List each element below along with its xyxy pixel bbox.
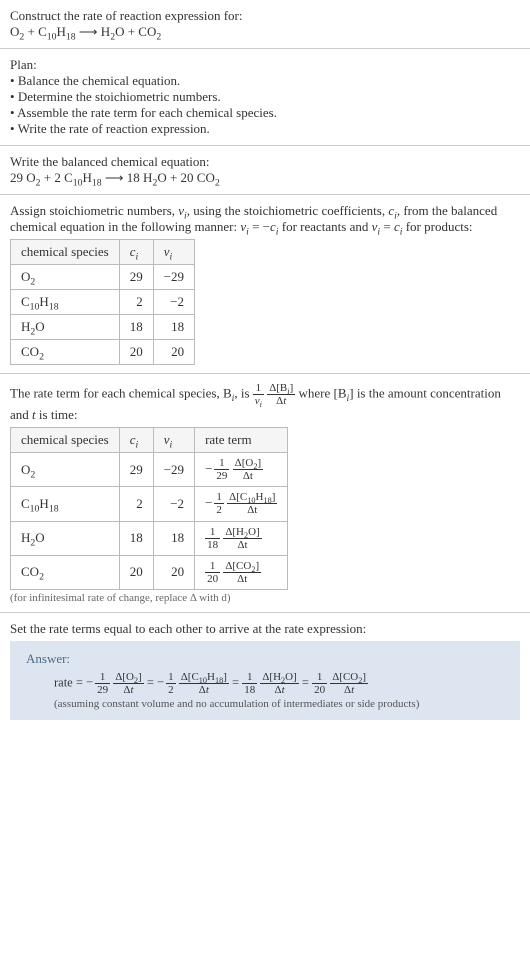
header-title: Construct the rate of reaction expressio… [10,8,520,24]
plan-section: Plan: • Balance the chemical equation. •… [0,49,530,146]
sign: − [205,461,212,476]
balanced-section: Write the balanced chemical equation: 29… [0,146,530,195]
table-row: CO2 20 20 120 Δ[CO2]Δt [11,555,288,589]
table-header: νi [153,428,194,453]
stoich-table: chemical species ci νi O2 29 −29 C10H18 … [10,239,195,365]
answer-footnote: (assuming constant volume and no accumul… [54,698,504,710]
rate-terms-intro: The rate term for each chemical species,… [10,382,520,423]
plan-item-text: Assemble the rate term for each chemical… [17,105,277,120]
c-cell: 29 [119,453,153,487]
table-header: chemical species [11,240,120,265]
v-cell: 18 [153,315,194,340]
header-equation: O2 + C10H18 ⟶ H2O + CO2 [10,24,520,40]
c-cell: 18 [119,315,153,340]
plan-item: • Write the rate of reaction expression. [10,121,520,137]
plan-item: • Assemble the rate term for each chemic… [10,105,520,121]
v-cell: −2 [153,290,194,315]
species-cell: O2 [11,453,120,487]
plan-item: • Determine the stoichiometric numbers. [10,89,520,105]
table-header: ci [119,240,153,265]
c-cell: 20 [119,340,153,365]
rate-terms-footnote: (for infinitesimal rate of change, repla… [10,592,520,604]
c-cell: 29 [119,265,153,290]
balanced-title: Write the balanced chemical equation: [10,154,520,170]
plan-item: • Balance the chemical equation. [10,73,520,89]
stoich-intro: Assign stoichiometric numbers, νi, using… [10,203,520,235]
plan-title: Plan: [10,57,520,73]
rate-expression: rate = −129 Δ[O2]Δt = −12 Δ[C10H18]Δt = … [54,671,504,696]
v-cell: −29 [153,265,194,290]
table-header: νi [153,240,194,265]
species-cell: H2O [11,521,120,555]
table-header: ci [119,428,153,453]
sign: − [205,495,212,510]
species-cell: C10H18 [11,290,120,315]
v-cell: 20 [153,340,194,365]
final-title: Set the rate terms equal to each other t… [10,621,520,637]
stoich-section: Assign stoichiometric numbers, νi, using… [0,195,530,374]
table-header: rate term [195,428,288,453]
intro-text: The rate term for each chemical species,… [10,386,232,401]
final-section: Set the rate terms equal to each other t… [0,613,530,728]
table-row: O2 29 −29 −129 Δ[O2]Δt [11,453,288,487]
v-cell: 18 [153,521,194,555]
rate-terms-section: The rate term for each chemical species,… [0,374,530,613]
answer-box: Answer: rate = −129 Δ[O2]Δt = −12 Δ[C10H… [10,641,520,720]
c-cell: 2 [119,487,153,521]
species-cell: CO2 [11,555,120,589]
plan-item-text: Write the rate of reaction expression. [18,121,210,136]
rate-term-cell: −129 Δ[O2]Δt [195,453,288,487]
plan-item-text: Determine the stoichiometric numbers. [18,89,221,104]
answer-label: Answer: [26,651,504,667]
table-row: C10H18 2 −2 [11,290,195,315]
rate-term-cell: 118 Δ[H2O]Δt [195,521,288,555]
table-row: H2O 18 18 118 Δ[H2O]Δt [11,521,288,555]
v-cell: 20 [153,555,194,589]
table-row: C10H18 2 −2 −12 Δ[C10H18]Δt [11,487,288,521]
rate-term-cell: −12 Δ[C10H18]Δt [195,487,288,521]
species-cell: H2O [11,315,120,340]
rate-term-cell: 120 Δ[CO2]Δt [195,555,288,589]
c-cell: 20 [119,555,153,589]
table-row: CO2 20 20 [11,340,195,365]
species-cell: CO2 [11,340,120,365]
v-cell: −2 [153,487,194,521]
table-row: O2 29 −29 [11,265,195,290]
rate-prefix: rate = [54,675,83,689]
c-cell: 2 [119,290,153,315]
species-cell: O2 [11,265,120,290]
table-row: H2O 18 18 [11,315,195,340]
header-section: Construct the rate of reaction expressio… [0,0,530,49]
rate-terms-table: chemical species ci νi rate term O2 29 −… [10,427,288,590]
table-header: chemical species [11,428,120,453]
species-cell: C10H18 [11,487,120,521]
c-cell: 18 [119,521,153,555]
plan-item-text: Balance the chemical equation. [18,73,180,88]
v-cell: −29 [153,453,194,487]
balanced-equation: 29 O2 + 2 C10H18 ⟶ 18 H2O + 20 CO2 [10,170,520,186]
